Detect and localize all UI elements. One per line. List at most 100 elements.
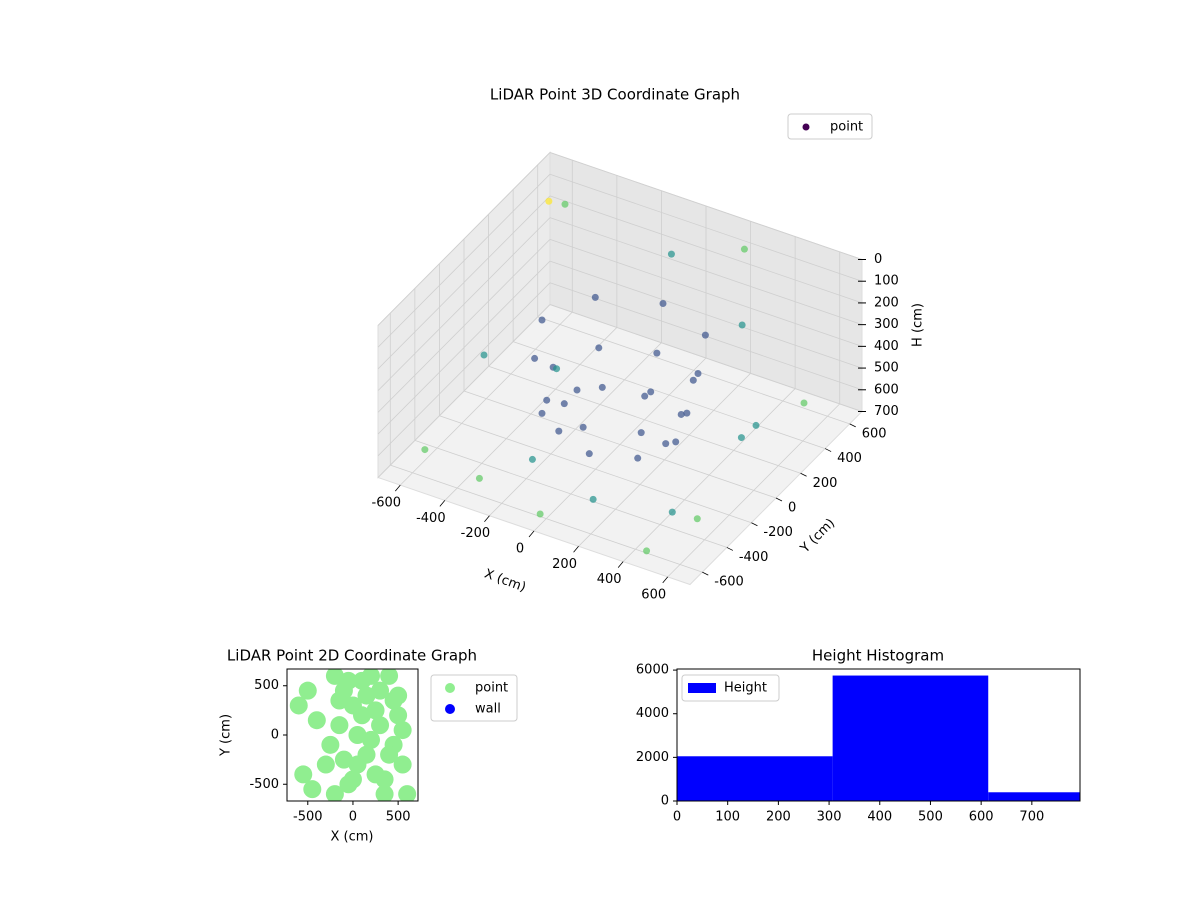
tick-mark xyxy=(439,500,446,507)
point xyxy=(677,410,685,418)
point xyxy=(348,726,367,744)
legend-box xyxy=(681,674,780,702)
legend-label: point xyxy=(475,681,508,696)
tick-mark xyxy=(824,448,832,452)
y-tick-label: 600 xyxy=(862,426,887,441)
z-tick-label: 500 xyxy=(874,361,899,376)
x-tick-label: -200 xyxy=(461,526,491,541)
legend-label: Height xyxy=(724,681,767,696)
x-tick-label: 300 xyxy=(817,810,842,825)
x-tick-label: 200 xyxy=(552,557,577,572)
point xyxy=(683,409,691,417)
tick-mark xyxy=(528,530,535,538)
grid-line xyxy=(513,341,826,449)
tick-mark xyxy=(617,561,624,568)
grid-line xyxy=(377,260,551,435)
x-tick-label: -500 xyxy=(293,810,323,825)
grid-line xyxy=(549,195,863,304)
point xyxy=(289,696,308,715)
y-tick-label: 500 xyxy=(254,678,279,693)
point xyxy=(573,386,581,394)
point xyxy=(653,349,661,357)
x-tick-label: 400 xyxy=(867,810,892,825)
tick-mark xyxy=(775,497,783,502)
point xyxy=(595,344,603,352)
point xyxy=(352,706,371,725)
point xyxy=(659,300,667,308)
point xyxy=(538,316,546,324)
y-tick-label: 0 xyxy=(271,728,279,743)
point xyxy=(330,716,349,735)
x-tick-label: 500 xyxy=(918,810,943,825)
legend-label: point xyxy=(830,120,863,135)
x-tick-label: 200 xyxy=(766,810,791,825)
point xyxy=(371,716,390,735)
y-tick-label: 0 xyxy=(788,501,796,516)
grid-line xyxy=(377,217,551,391)
grid-line xyxy=(549,217,863,326)
y-tick-label: -500 xyxy=(249,777,279,792)
x-tick-label: 500 xyxy=(386,810,411,825)
point xyxy=(303,780,322,799)
point xyxy=(343,770,362,789)
legend-marker xyxy=(445,683,455,693)
point xyxy=(737,434,745,442)
grid-line xyxy=(549,260,863,369)
point xyxy=(543,396,551,404)
grid-line xyxy=(549,304,863,412)
bar xyxy=(832,675,989,801)
point xyxy=(393,721,412,740)
point xyxy=(693,515,701,523)
point xyxy=(325,669,344,685)
chart-title: LiDAR Point 2D Coordinate Graph xyxy=(227,647,477,665)
tick-mark xyxy=(662,576,669,584)
point xyxy=(421,446,429,454)
axes-frame xyxy=(676,668,1081,802)
point xyxy=(536,510,544,518)
point xyxy=(371,681,390,700)
point xyxy=(325,785,344,801)
point xyxy=(334,750,353,769)
x-tick-label: 700 xyxy=(1019,810,1044,825)
x-tick-label: -400 xyxy=(416,511,446,526)
grid-line xyxy=(377,239,551,413)
point xyxy=(800,399,808,407)
x-tick-label: 600 xyxy=(969,810,994,825)
y-tick-label: 200 xyxy=(813,476,838,491)
legend-label: wall xyxy=(475,702,501,717)
legend-box xyxy=(430,674,518,722)
z-tick-label: 200 xyxy=(874,295,899,310)
x-axis-label: X (cm) xyxy=(331,830,374,845)
y-tick-label: -400 xyxy=(739,550,769,565)
grid-line xyxy=(414,440,727,548)
tick-mark xyxy=(573,546,579,553)
tick-mark xyxy=(702,571,709,576)
grid-line xyxy=(549,152,863,260)
point xyxy=(528,455,536,463)
point xyxy=(591,293,599,301)
y-axis-label: Y (cm) xyxy=(219,714,234,757)
point xyxy=(579,423,587,431)
legend-marker xyxy=(688,683,716,693)
point xyxy=(555,427,563,435)
tick-mark xyxy=(751,522,758,527)
legend-box xyxy=(787,113,873,140)
grid-line xyxy=(549,238,863,347)
point xyxy=(298,681,317,700)
point xyxy=(375,785,394,801)
z-tick-label: 600 xyxy=(874,382,899,397)
point xyxy=(738,321,746,329)
point xyxy=(538,409,546,417)
chart-histogram: Height 0 100 200 300 400 500 600 700 0 2000 4000 600… xyxy=(636,647,1081,825)
legend-marker xyxy=(445,704,455,714)
x-tick-label: -600 xyxy=(372,496,402,511)
bar xyxy=(988,792,1080,801)
point xyxy=(480,351,488,359)
tick-mark xyxy=(726,547,734,551)
tick-mark xyxy=(484,515,490,522)
point xyxy=(366,701,385,720)
grid-line xyxy=(377,152,551,326)
point xyxy=(398,785,417,801)
tick-mark xyxy=(849,423,856,428)
